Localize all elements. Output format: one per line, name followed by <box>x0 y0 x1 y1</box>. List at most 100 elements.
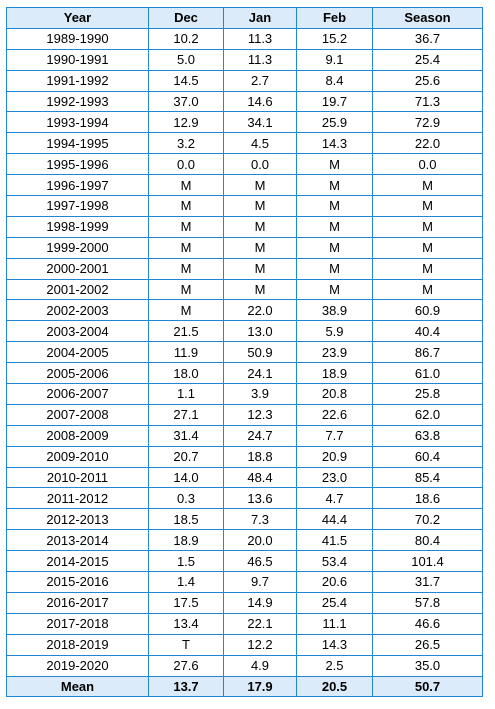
cell-jan: 4.5 <box>223 132 297 155</box>
cell-dec: M <box>148 257 224 280</box>
cell-jan: 22.1 <box>223 612 297 635</box>
cell-jan: 13.0 <box>223 320 297 343</box>
cell-jan: 4.9 <box>223 654 297 677</box>
cell-dec: 14.0 <box>148 466 224 489</box>
cell-dec: 0.3 <box>148 487 224 510</box>
cell-feb: 8.4 <box>296 69 373 92</box>
cell-dec: M <box>148 236 224 259</box>
cell-jan: 0.0 <box>223 153 297 176</box>
cell-feb: M <box>296 153 373 176</box>
cell-year: 2015-2016 <box>6 571 149 593</box>
cell-season: 31.7 <box>372 571 483 593</box>
cell-season: 25.8 <box>372 383 483 405</box>
cell-dec: 11.9 <box>148 341 224 364</box>
cell-year: 2011-2012 <box>6 487 149 510</box>
table-row: 1992-1993 37.0 14.6 19.7 71.3 <box>6 90 483 113</box>
cell-jan: 13.6 <box>223 487 297 510</box>
cell-jan: 34.1 <box>223 111 297 134</box>
cell-year: 2006-2007 <box>6 383 149 405</box>
cell-year: 2003-2004 <box>6 320 149 343</box>
cell-feb: 53.4 <box>296 550 373 573</box>
cell-dec: 31.4 <box>148 424 224 447</box>
cell-dec: 1.4 <box>148 571 224 593</box>
cell-jan: 7.3 <box>223 508 297 531</box>
cell-dec: 5.0 <box>148 48 224 71</box>
cell-year: 2010-2011 <box>6 466 149 489</box>
cell-jan: 12.3 <box>223 403 297 426</box>
cell-jan: 14.6 <box>223 90 297 113</box>
cell-year: 2018-2019 <box>6 633 149 656</box>
table-row: 1996-1997 M M M M <box>6 174 483 197</box>
cell-feb: 7.7 <box>296 424 373 447</box>
table-row: 1999-2000 M M M M <box>6 236 483 259</box>
cell-season: 40.4 <box>372 320 483 343</box>
cell-year: 2017-2018 <box>6 612 149 635</box>
cell-jan: 46.5 <box>223 550 297 573</box>
table-row: 2017-2018 13.4 22.1 11.1 46.6 <box>6 612 483 635</box>
cell-dec: 3.2 <box>148 132 224 155</box>
cell-season: 62.0 <box>372 403 483 426</box>
cell-season: 72.9 <box>372 111 483 134</box>
cell-feb: 9.1 <box>296 48 373 71</box>
table-row: 2010-2011 14.0 48.4 23.0 85.4 <box>6 466 483 489</box>
cell-jan: M <box>223 195 297 217</box>
cell-year: 1998-1999 <box>6 215 149 238</box>
cell-dec: 18.5 <box>148 508 224 531</box>
cell-feb: 23.0 <box>296 466 373 489</box>
cell-dec: 18.0 <box>148 362 224 385</box>
cell-year: 2019-2020 <box>6 654 149 677</box>
cell-dec: M <box>148 215 224 238</box>
cell-year: 2000-2001 <box>6 257 149 280</box>
cell-jan: M <box>223 278 297 301</box>
cell-year: 1996-1997 <box>6 174 149 197</box>
table-row: 2019-2020 27.6 4.9 2.5 35.0 <box>6 654 483 677</box>
cell-season: 25.4 <box>372 48 483 71</box>
mean-feb: 20.5 <box>296 675 373 698</box>
table-row: 2008-2009 31.4 24.7 7.7 63.8 <box>6 424 483 447</box>
table-row: 2004-2005 11.9 50.9 23.9 86.7 <box>6 341 483 364</box>
cell-season: 60.4 <box>372 445 483 468</box>
cell-jan: 48.4 <box>223 466 297 489</box>
table-row: 2013-2014 18.9 20.0 41.5 80.4 <box>6 529 483 552</box>
table-row: 1991-1992 14.5 2.7 8.4 25.6 <box>6 69 483 92</box>
cell-season: M <box>372 215 483 238</box>
cell-dec: 18.9 <box>148 529 224 552</box>
cell-season: 25.6 <box>372 69 483 92</box>
table-row: 2007-2008 27.1 12.3 22.6 62.0 <box>6 403 483 426</box>
cell-jan: 14.9 <box>223 591 297 614</box>
cell-feb: M <box>296 257 373 280</box>
table-row: 1989-1990 10.2 11.3 15.2 36.7 <box>6 27 483 50</box>
cell-year: 1990-1991 <box>6 48 149 71</box>
cell-year: 1989-1990 <box>6 27 149 50</box>
mean-jan: 17.9 <box>223 675 297 698</box>
cell-jan: M <box>223 257 297 280</box>
cell-season: M <box>372 236 483 259</box>
cell-jan: 2.7 <box>223 69 297 92</box>
header-row: Year Dec Jan Feb Season <box>6 7 483 29</box>
table-row: 1994-1995 3.2 4.5 14.3 22.0 <box>6 132 483 155</box>
cell-year: 2004-2005 <box>6 341 149 364</box>
cell-feb: 19.7 <box>296 90 373 113</box>
header-season: Season <box>372 7 483 29</box>
cell-dec: 27.1 <box>148 403 224 426</box>
cell-jan: 11.3 <box>223 48 297 71</box>
cell-year: 1992-1993 <box>6 90 149 113</box>
cell-season: 57.8 <box>372 591 483 614</box>
cell-feb: 14.3 <box>296 633 373 656</box>
cell-dec: 37.0 <box>148 90 224 113</box>
mean-label: Mean <box>6 675 149 698</box>
table-row: 2001-2002 M M M M <box>6 278 483 301</box>
cell-year: 2005-2006 <box>6 362 149 385</box>
cell-feb: 2.5 <box>296 654 373 677</box>
cell-dec: 1.1 <box>148 383 224 405</box>
cell-dec: M <box>148 174 224 197</box>
cell-season: 85.4 <box>372 466 483 489</box>
cell-jan: M <box>223 236 297 259</box>
mean-dec: 13.7 <box>148 675 224 698</box>
cell-year: 1993-1994 <box>6 111 149 134</box>
cell-year: 2012-2013 <box>6 508 149 531</box>
cell-season: 70.2 <box>372 508 483 531</box>
cell-feb: M <box>296 215 373 238</box>
table-row: 2003-2004 21.5 13.0 5.9 40.4 <box>6 320 483 343</box>
cell-year: 2008-2009 <box>6 424 149 447</box>
